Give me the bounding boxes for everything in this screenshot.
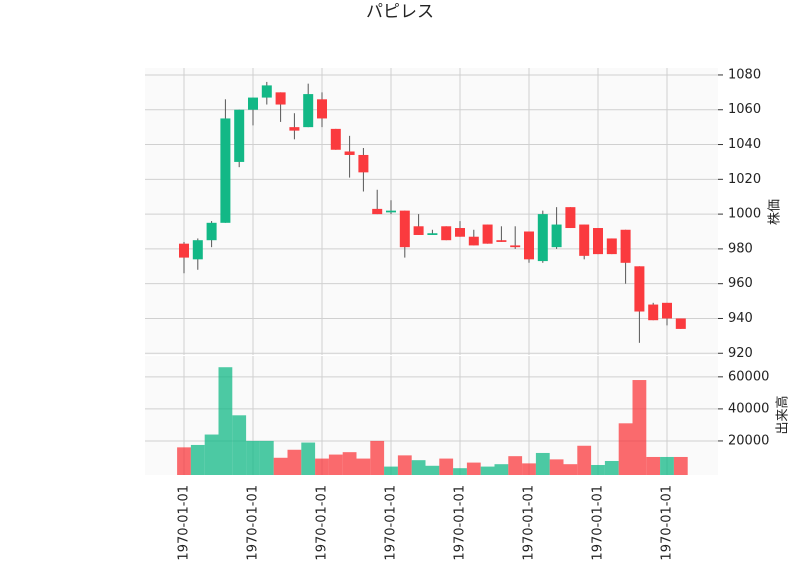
- x-tick-label: 1970-01-01: [453, 485, 468, 561]
- volume-bar: [591, 464, 605, 475]
- candle-body: [482, 224, 493, 244]
- volume-bar: [618, 423, 633, 475]
- candle-body: [179, 243, 189, 258]
- volume-bar: [411, 460, 426, 475]
- volume-tick-label: 20000: [728, 433, 769, 448]
- y-tick-label: 1040: [728, 137, 761, 152]
- candle-body: [372, 208, 383, 215]
- x-tick-label: 1970-01-01: [522, 485, 537, 561]
- candle-body: [427, 233, 438, 235]
- candle-body: [524, 231, 534, 260]
- x-tick-label: 1970-01-01: [660, 485, 675, 561]
- x-tick-label: 1970-01-01: [384, 485, 399, 561]
- volume-bar: [177, 447, 191, 475]
- volume-bar: [508, 456, 523, 475]
- chart-title: パピレス: [366, 2, 434, 22]
- x-tick-label: 1970-01-01: [591, 485, 606, 561]
- candle-body: [275, 92, 286, 105]
- candle-body: [399, 210, 410, 248]
- volume-bar: [632, 380, 647, 475]
- volume-bar: [494, 464, 509, 475]
- volume-bar: [439, 458, 454, 475]
- volume-bar: [397, 455, 412, 475]
- y-tick-label: 1000: [728, 207, 761, 222]
- price-panel: [145, 68, 718, 355]
- candle-body: [206, 222, 217, 241]
- y-tick-label: 920: [728, 346, 753, 361]
- candle-body: [330, 128, 341, 150]
- volume-bar: [660, 456, 674, 475]
- volume-bar: [342, 452, 357, 475]
- candle-body: [593, 228, 603, 255]
- volume-bar: [604, 460, 619, 475]
- candle-body: [413, 226, 424, 235]
- candle-body: [317, 99, 327, 119]
- volume-bar: [370, 440, 385, 475]
- volume-bar: [204, 434, 219, 475]
- y-tick-label: 1080: [728, 67, 761, 82]
- candle-body: [648, 304, 659, 321]
- volume-bar: [673, 456, 688, 475]
- candle-body: [220, 118, 231, 223]
- volume-bar: [384, 466, 398, 475]
- y-tick-label: 980: [728, 241, 753, 256]
- volume-bar: [315, 458, 329, 475]
- candle-body: [606, 238, 617, 255]
- y-tick-label: 940: [728, 311, 753, 326]
- x-tick-label: 1970-01-01: [315, 485, 330, 561]
- volume-bar: [218, 367, 233, 475]
- volume-bar: [563, 464, 578, 475]
- candle-body: [537, 214, 548, 262]
- volume-bar: [425, 465, 440, 475]
- volume-bar: [646, 456, 661, 475]
- volume-bar: [273, 457, 288, 475]
- volume-bar: [190, 444, 205, 475]
- volume-bar: [480, 466, 495, 475]
- volume-bar: [577, 445, 592, 475]
- candle-body: [441, 226, 452, 241]
- candle-body: [386, 210, 396, 213]
- candle-body: [510, 245, 521, 248]
- candle-body: [303, 94, 314, 128]
- y-axis-label: 株価: [768, 199, 783, 225]
- volume-bar: [328, 454, 343, 475]
- volume-bar: [246, 440, 260, 475]
- volume-bar: [522, 463, 536, 475]
- candle-body: [551, 224, 562, 248]
- volume-bar: [259, 440, 274, 475]
- candle-body: [620, 229, 631, 263]
- y-tick-label: 960: [728, 276, 753, 291]
- candle-body: [248, 97, 258, 110]
- candle-body: [496, 240, 507, 242]
- volume-tick-label: 40000: [728, 401, 769, 416]
- candle-body: [358, 154, 369, 173]
- volume-axis-label: 出来高: [775, 395, 791, 434]
- candle-body: [468, 236, 479, 246]
- volume-tick-label: 60000: [728, 369, 769, 384]
- candle-body: [579, 224, 590, 256]
- volume-bar: [356, 458, 371, 475]
- x-tick-label: 1970-01-01: [177, 485, 192, 561]
- candle-body: [192, 240, 203, 260]
- candle-body: [662, 302, 672, 319]
- candle-body: [234, 109, 245, 162]
- volume-bar: [549, 459, 564, 475]
- candle-body: [634, 266, 645, 312]
- volume-bar: [301, 442, 316, 475]
- volume-bar: [287, 449, 302, 475]
- candle-body: [675, 318, 686, 329]
- volume-bar: [466, 462, 481, 475]
- volume-bar: [535, 452, 550, 475]
- volume-bar: [232, 415, 247, 475]
- y-tick-label: 1020: [728, 172, 761, 187]
- candle-body: [261, 85, 272, 98]
- volume-bar: [453, 468, 467, 475]
- x-tick-label: 1970-01-01: [246, 485, 261, 561]
- candle-body: [455, 228, 465, 237]
- candle-body: [344, 151, 355, 155]
- candle-body: [289, 127, 300, 131]
- y-tick-label: 1060: [728, 102, 761, 117]
- candle-body: [565, 207, 576, 229]
